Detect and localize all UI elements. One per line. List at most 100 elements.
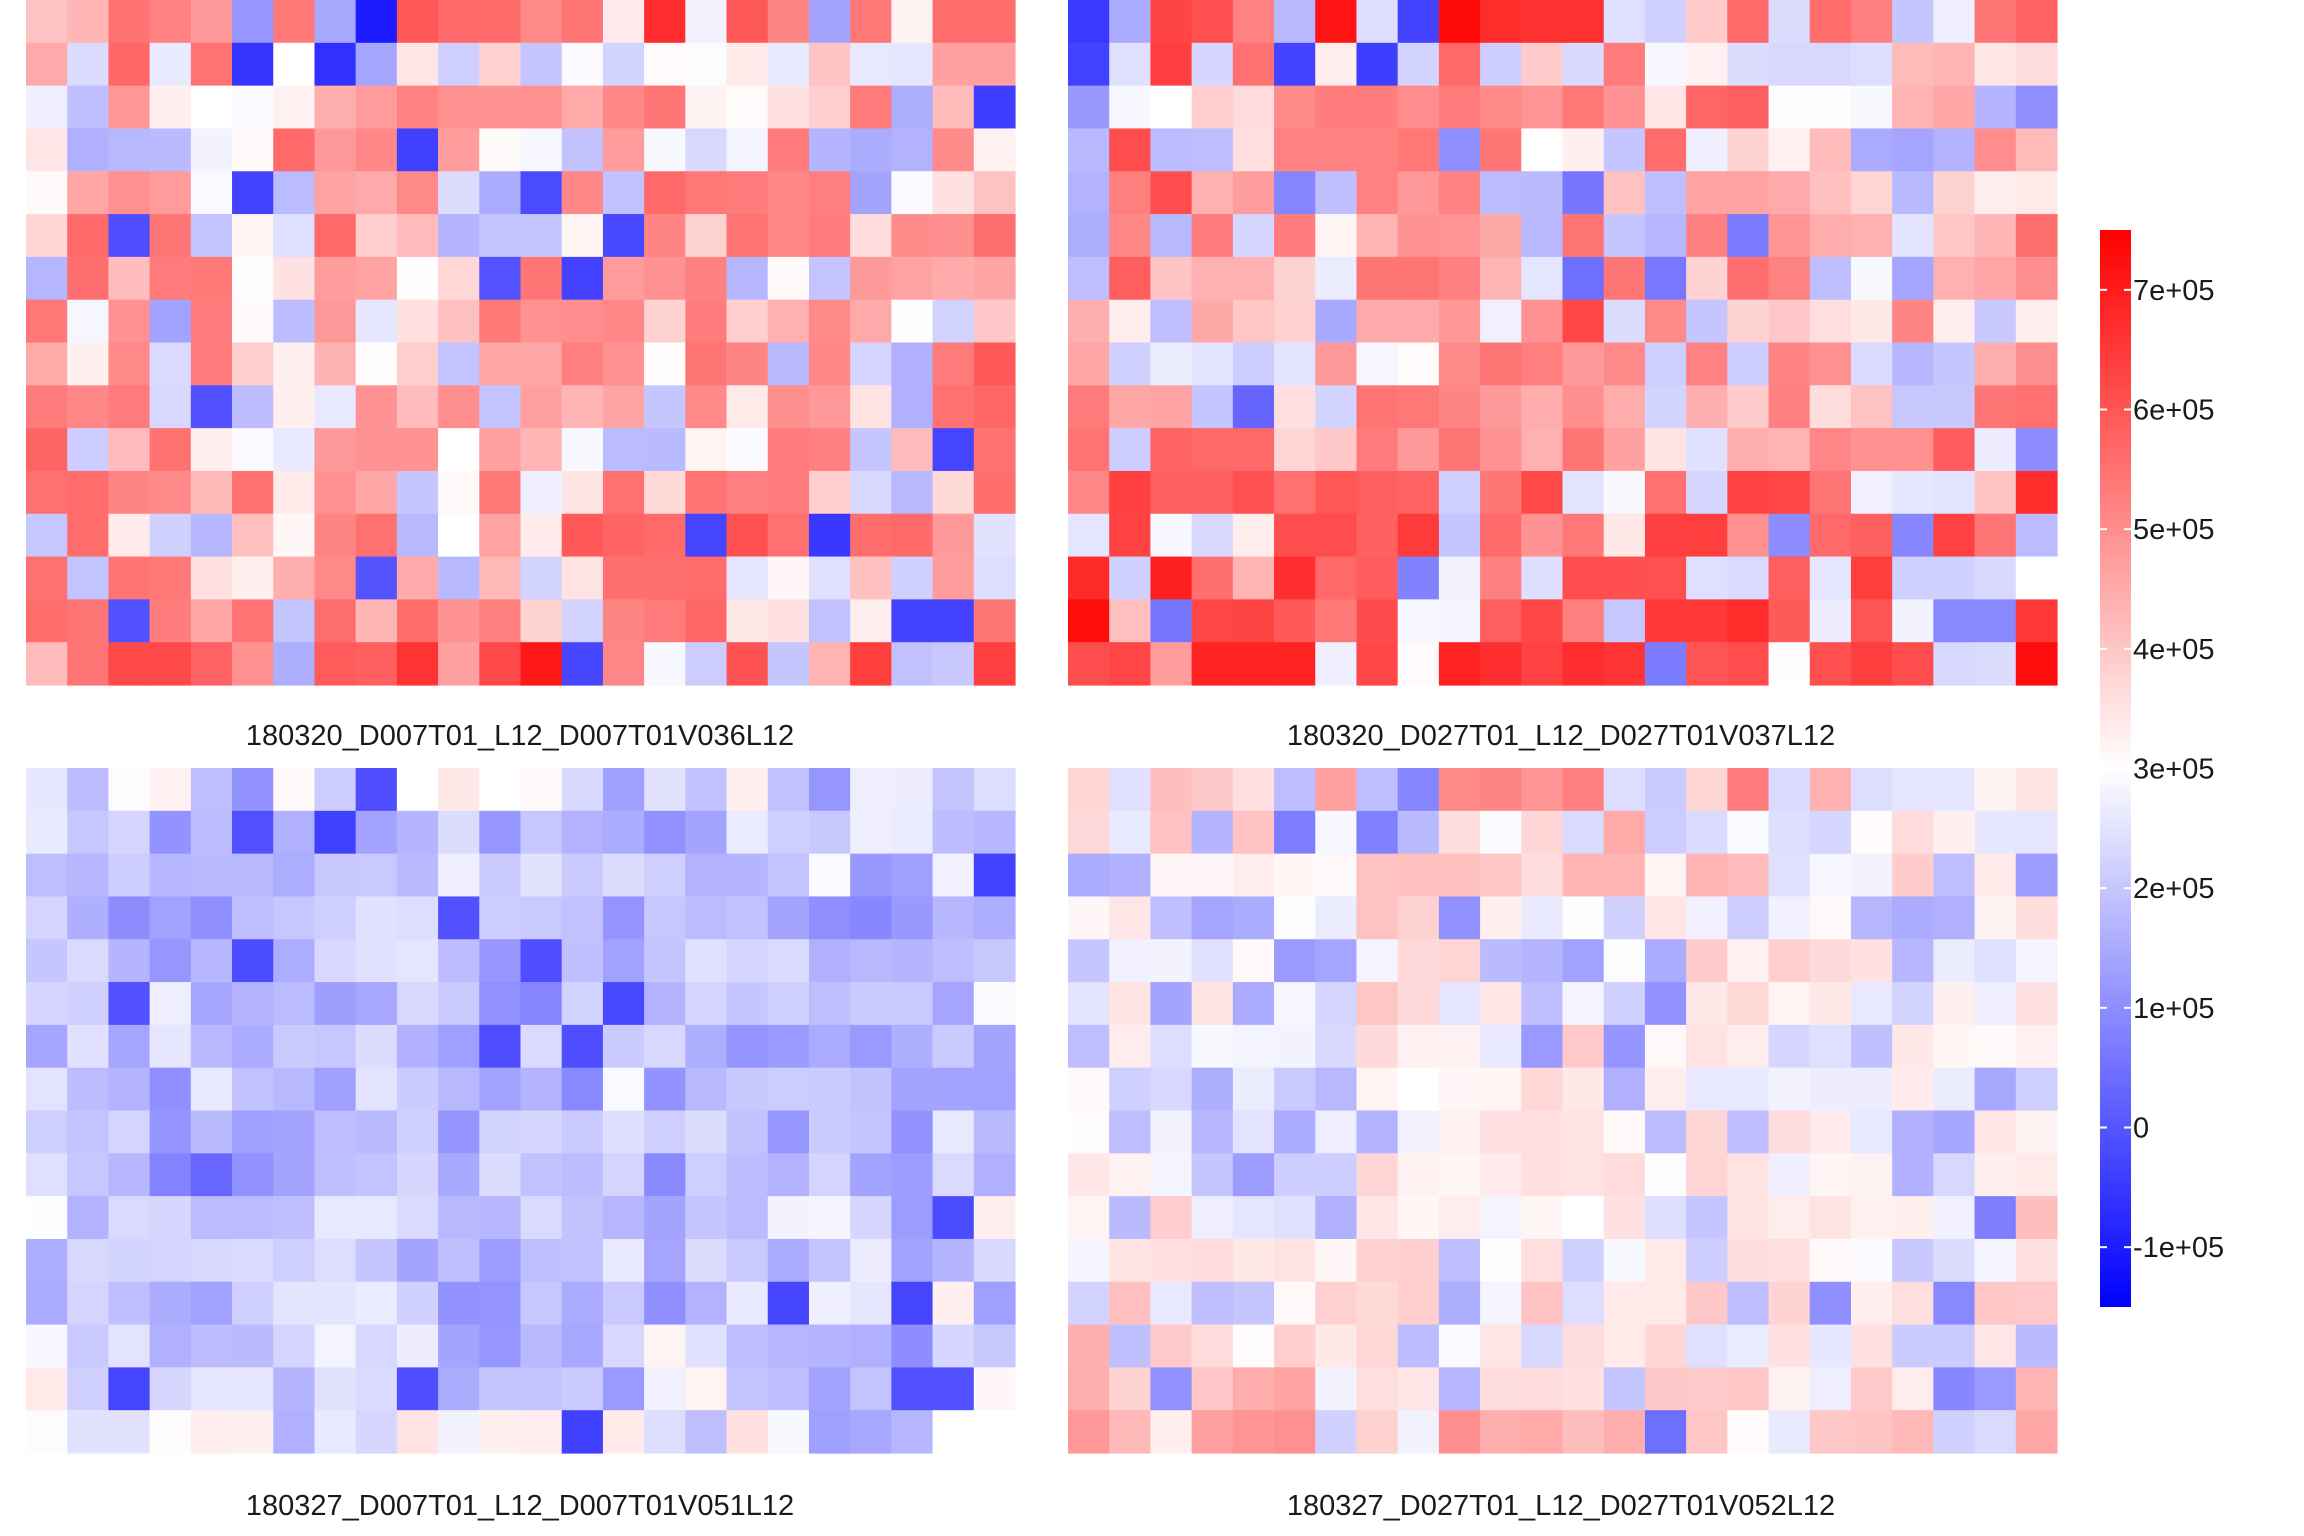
heatmap-cell bbox=[190, 299, 233, 344]
heatmap-cell bbox=[973, 470, 1016, 515]
heatmap-cell bbox=[1150, 0, 1193, 44]
heatmap-cell bbox=[2015, 810, 2058, 855]
heatmap-cell bbox=[767, 85, 810, 130]
heatmap-cell bbox=[108, 128, 151, 172]
heatmap-cell bbox=[973, 385, 1016, 429]
heatmap-cell bbox=[726, 128, 769, 172]
heatmap-cell bbox=[190, 556, 233, 600]
heatmap-cell bbox=[850, 470, 892, 515]
heatmap-cell bbox=[355, 171, 398, 215]
heatmap-cell bbox=[1644, 299, 1687, 344]
heatmap-cell bbox=[767, 810, 810, 855]
heatmap-cell bbox=[190, 470, 233, 515]
heatmap-cell bbox=[108, 470, 151, 515]
heatmap-cell bbox=[396, 428, 439, 472]
heatmap-cell bbox=[1727, 1067, 1770, 1112]
heatmap-cell bbox=[190, 939, 233, 983]
heatmap-cell bbox=[520, 513, 563, 558]
heatmap-cell bbox=[190, 428, 233, 472]
heatmap-cell bbox=[850, 214, 892, 258]
heatmap-cell bbox=[767, 1367, 810, 1411]
heatmap-cell bbox=[1562, 428, 1605, 472]
heatmap-cell bbox=[1315, 42, 1358, 87]
heatmap-cell bbox=[1603, 1238, 1646, 1283]
heatmap-cell bbox=[2015, 342, 2058, 386]
heatmap-cell bbox=[808, 513, 851, 558]
heatmap-cell bbox=[1562, 982, 1605, 1026]
heatmap-cell bbox=[479, 1238, 522, 1283]
heatmap-cell bbox=[149, 642, 192, 686]
heatmap-cell bbox=[726, 1324, 769, 1368]
heatmap-cell bbox=[932, 513, 975, 558]
heatmap-cell bbox=[1068, 385, 1110, 429]
heatmap-cell bbox=[1315, 1238, 1358, 1283]
heatmap-cell bbox=[1974, 1367, 2017, 1411]
heatmap-cell bbox=[1150, 385, 1193, 429]
heatmap-cell bbox=[1562, 1110, 1605, 1154]
heatmap-cell bbox=[1603, 256, 1646, 301]
heatmap-cell bbox=[1315, 1367, 1358, 1411]
heatmap-cell bbox=[67, 1410, 110, 1454]
heatmap-cell bbox=[1521, 0, 1564, 44]
heatmap-cell bbox=[1974, 85, 2017, 130]
heatmap-cell bbox=[1768, 1281, 1811, 1326]
heatmap-cell bbox=[438, 470, 480, 515]
heatmap-cell bbox=[891, 939, 934, 983]
heatmap-cell bbox=[1727, 0, 1770, 44]
heatmap-cell bbox=[1933, 1324, 1976, 1368]
heatmap-cell bbox=[808, 1196, 851, 1240]
heatmap-cell bbox=[26, 299, 68, 344]
heatmap-cell bbox=[602, 982, 645, 1026]
heatmap-cell bbox=[1480, 385, 1522, 429]
heatmap-cell bbox=[190, 342, 233, 386]
heatmap-cell bbox=[1068, 342, 1110, 386]
heatmap-cell bbox=[644, 896, 686, 940]
heatmap-cell bbox=[520, 810, 563, 855]
heatmap-cell bbox=[1644, 1024, 1687, 1069]
heatmap-cell bbox=[520, 642, 563, 686]
heatmap-cell bbox=[1068, 556, 1110, 600]
heatmap-cell bbox=[602, 1196, 645, 1240]
heatmap-cell bbox=[685, 385, 728, 429]
heatmap-cell bbox=[1603, 1410, 1646, 1454]
heatmap-cell bbox=[479, 256, 522, 301]
heatmap-cell bbox=[1974, 982, 2017, 1026]
heatmap-cell bbox=[149, 1410, 192, 1454]
heatmap-cell bbox=[273, 1367, 316, 1411]
heatmap-cell bbox=[314, 896, 357, 940]
heatmap-cell bbox=[438, 853, 480, 898]
heatmap-cell bbox=[891, 85, 934, 130]
heatmap-cell bbox=[355, 85, 398, 130]
heatmap-cell bbox=[1768, 556, 1811, 600]
heatmap-cell bbox=[2015, 599, 2058, 643]
heatmap-cell bbox=[850, 1153, 892, 1197]
heatmap-cell bbox=[438, 642, 480, 686]
heatmap-cell bbox=[479, 171, 522, 215]
heatmap-cell bbox=[1892, 896, 1934, 940]
heatmap-cell bbox=[232, 853, 274, 898]
heatmap-cell bbox=[1603, 556, 1646, 600]
heatmap-cell bbox=[314, 171, 357, 215]
heatmap-cell bbox=[108, 1024, 151, 1069]
heatmap-cell bbox=[932, 1410, 975, 1454]
heatmap-cell bbox=[1768, 1410, 1811, 1454]
heatmap-cell bbox=[232, 385, 274, 429]
heatmap-cell bbox=[1727, 1367, 1770, 1411]
heatmap-cell bbox=[1356, 1196, 1399, 1240]
heatmap-cell bbox=[1397, 556, 1440, 600]
heatmap-cell bbox=[602, 939, 645, 983]
heatmap-cell bbox=[1356, 1367, 1399, 1411]
heatmap-cell bbox=[1727, 513, 1770, 558]
heatmap-cell bbox=[1480, 256, 1522, 301]
heatmap-cell bbox=[314, 342, 357, 386]
heatmap-cell bbox=[1356, 1024, 1399, 1069]
heatmap-cell bbox=[1562, 342, 1605, 386]
heatmap-cell bbox=[1644, 428, 1687, 472]
heatmap-cell bbox=[602, 768, 645, 812]
heatmap-cell bbox=[1603, 171, 1646, 215]
heatmap-cell bbox=[726, 1410, 769, 1454]
heatmap-cell bbox=[2015, 256, 2058, 301]
heatmap-cell bbox=[149, 1324, 192, 1368]
heatmap-cell bbox=[850, 385, 892, 429]
heatmap-cell bbox=[1727, 128, 1770, 172]
